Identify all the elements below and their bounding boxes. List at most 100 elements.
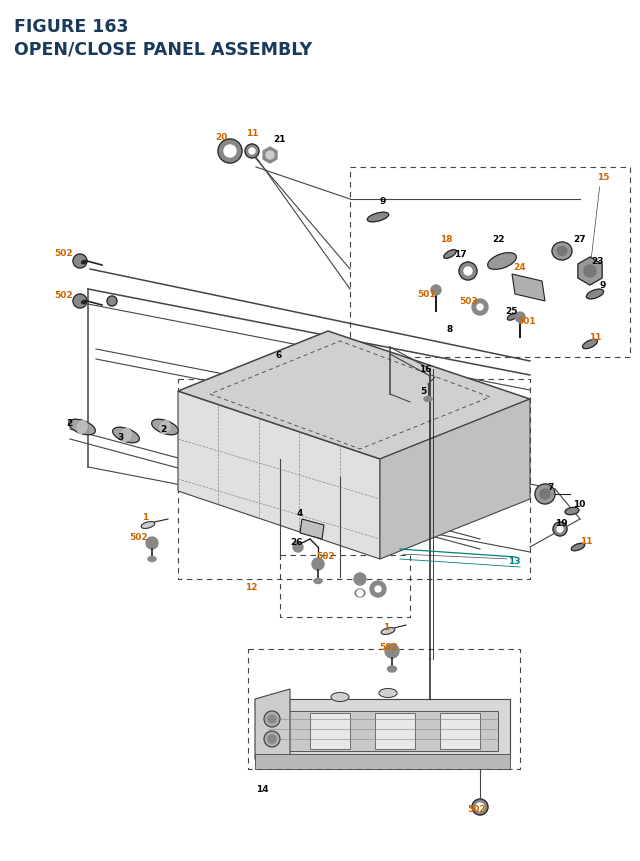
- Polygon shape: [268, 711, 498, 751]
- Text: 18: 18: [440, 235, 453, 245]
- Circle shape: [540, 489, 550, 499]
- Text: 27: 27: [573, 235, 586, 245]
- Ellipse shape: [113, 428, 140, 443]
- Polygon shape: [440, 713, 480, 749]
- Ellipse shape: [367, 213, 388, 222]
- Ellipse shape: [552, 243, 572, 261]
- Ellipse shape: [331, 693, 349, 702]
- Circle shape: [459, 263, 477, 281]
- Circle shape: [515, 313, 525, 323]
- Circle shape: [312, 558, 324, 570]
- Ellipse shape: [314, 579, 322, 584]
- Text: 502: 502: [468, 804, 486, 814]
- Text: 501: 501: [517, 317, 536, 326]
- Text: 502: 502: [129, 533, 148, 542]
- Text: 21: 21: [273, 135, 285, 145]
- Ellipse shape: [565, 508, 579, 515]
- Text: 11: 11: [589, 333, 602, 342]
- Text: 501: 501: [417, 290, 436, 299]
- Text: 502: 502: [54, 249, 73, 258]
- Circle shape: [268, 715, 276, 723]
- Circle shape: [557, 526, 563, 532]
- Ellipse shape: [160, 421, 170, 434]
- Circle shape: [375, 586, 381, 592]
- Ellipse shape: [379, 689, 397, 697]
- Text: 1: 1: [141, 513, 148, 522]
- Circle shape: [107, 297, 117, 307]
- Text: 8: 8: [447, 325, 453, 334]
- Text: 14: 14: [256, 784, 268, 794]
- Text: 1: 1: [383, 623, 389, 632]
- Ellipse shape: [81, 301, 86, 304]
- Ellipse shape: [148, 557, 156, 562]
- Text: 502: 502: [316, 552, 335, 561]
- Ellipse shape: [81, 261, 86, 264]
- Text: FIGURE 163: FIGURE 163: [14, 18, 129, 36]
- Polygon shape: [255, 689, 290, 769]
- Text: 2: 2: [66, 419, 72, 428]
- Circle shape: [293, 542, 303, 553]
- Text: 9: 9: [600, 282, 606, 290]
- Ellipse shape: [381, 628, 395, 635]
- Text: 16: 16: [419, 365, 432, 374]
- Text: 503: 503: [460, 297, 478, 307]
- Circle shape: [224, 146, 236, 158]
- Circle shape: [385, 644, 399, 659]
- Circle shape: [357, 591, 363, 597]
- Circle shape: [73, 255, 87, 269]
- Polygon shape: [375, 713, 415, 749]
- Ellipse shape: [68, 420, 95, 436]
- Circle shape: [249, 149, 255, 155]
- Text: 17: 17: [454, 251, 467, 259]
- Circle shape: [431, 286, 441, 295]
- Text: 9: 9: [380, 197, 386, 207]
- Text: 11: 11: [246, 129, 259, 139]
- Circle shape: [464, 268, 472, 276]
- Polygon shape: [512, 275, 545, 301]
- Polygon shape: [300, 519, 324, 539]
- Text: 4: 4: [297, 509, 303, 518]
- Ellipse shape: [582, 340, 597, 350]
- Circle shape: [472, 799, 488, 815]
- Ellipse shape: [444, 251, 456, 259]
- Text: 2: 2: [160, 425, 166, 434]
- Circle shape: [535, 485, 555, 505]
- Ellipse shape: [557, 247, 567, 257]
- Ellipse shape: [121, 429, 131, 442]
- Ellipse shape: [572, 543, 585, 551]
- Text: 23: 23: [591, 257, 604, 266]
- Polygon shape: [255, 754, 510, 769]
- Circle shape: [476, 803, 484, 811]
- Ellipse shape: [355, 589, 365, 598]
- Ellipse shape: [508, 314, 516, 321]
- Ellipse shape: [586, 290, 604, 300]
- Text: 20: 20: [216, 133, 228, 142]
- Polygon shape: [178, 331, 530, 460]
- Text: 7: 7: [547, 483, 554, 492]
- Polygon shape: [178, 392, 380, 560]
- Text: 502: 502: [54, 291, 73, 300]
- Polygon shape: [310, 713, 350, 749]
- Circle shape: [584, 266, 596, 278]
- Circle shape: [472, 300, 488, 316]
- Text: 6: 6: [275, 351, 281, 360]
- Ellipse shape: [387, 666, 397, 672]
- Circle shape: [264, 731, 280, 747]
- Text: 502: 502: [380, 643, 398, 652]
- Text: 13: 13: [508, 557, 520, 566]
- Ellipse shape: [77, 421, 87, 434]
- Circle shape: [245, 145, 259, 158]
- Text: 22: 22: [492, 235, 504, 245]
- Circle shape: [264, 711, 280, 728]
- Circle shape: [370, 581, 386, 598]
- Text: 3: 3: [118, 433, 124, 442]
- Polygon shape: [255, 699, 510, 759]
- Text: 15: 15: [597, 173, 609, 183]
- Text: 24: 24: [514, 263, 526, 272]
- Ellipse shape: [152, 420, 179, 436]
- Circle shape: [354, 573, 366, 585]
- Text: OPEN/CLOSE PANEL ASSEMBLY: OPEN/CLOSE PANEL ASSEMBLY: [14, 40, 312, 58]
- Text: 5: 5: [420, 387, 426, 396]
- Text: 12: 12: [246, 583, 258, 592]
- Ellipse shape: [488, 253, 516, 270]
